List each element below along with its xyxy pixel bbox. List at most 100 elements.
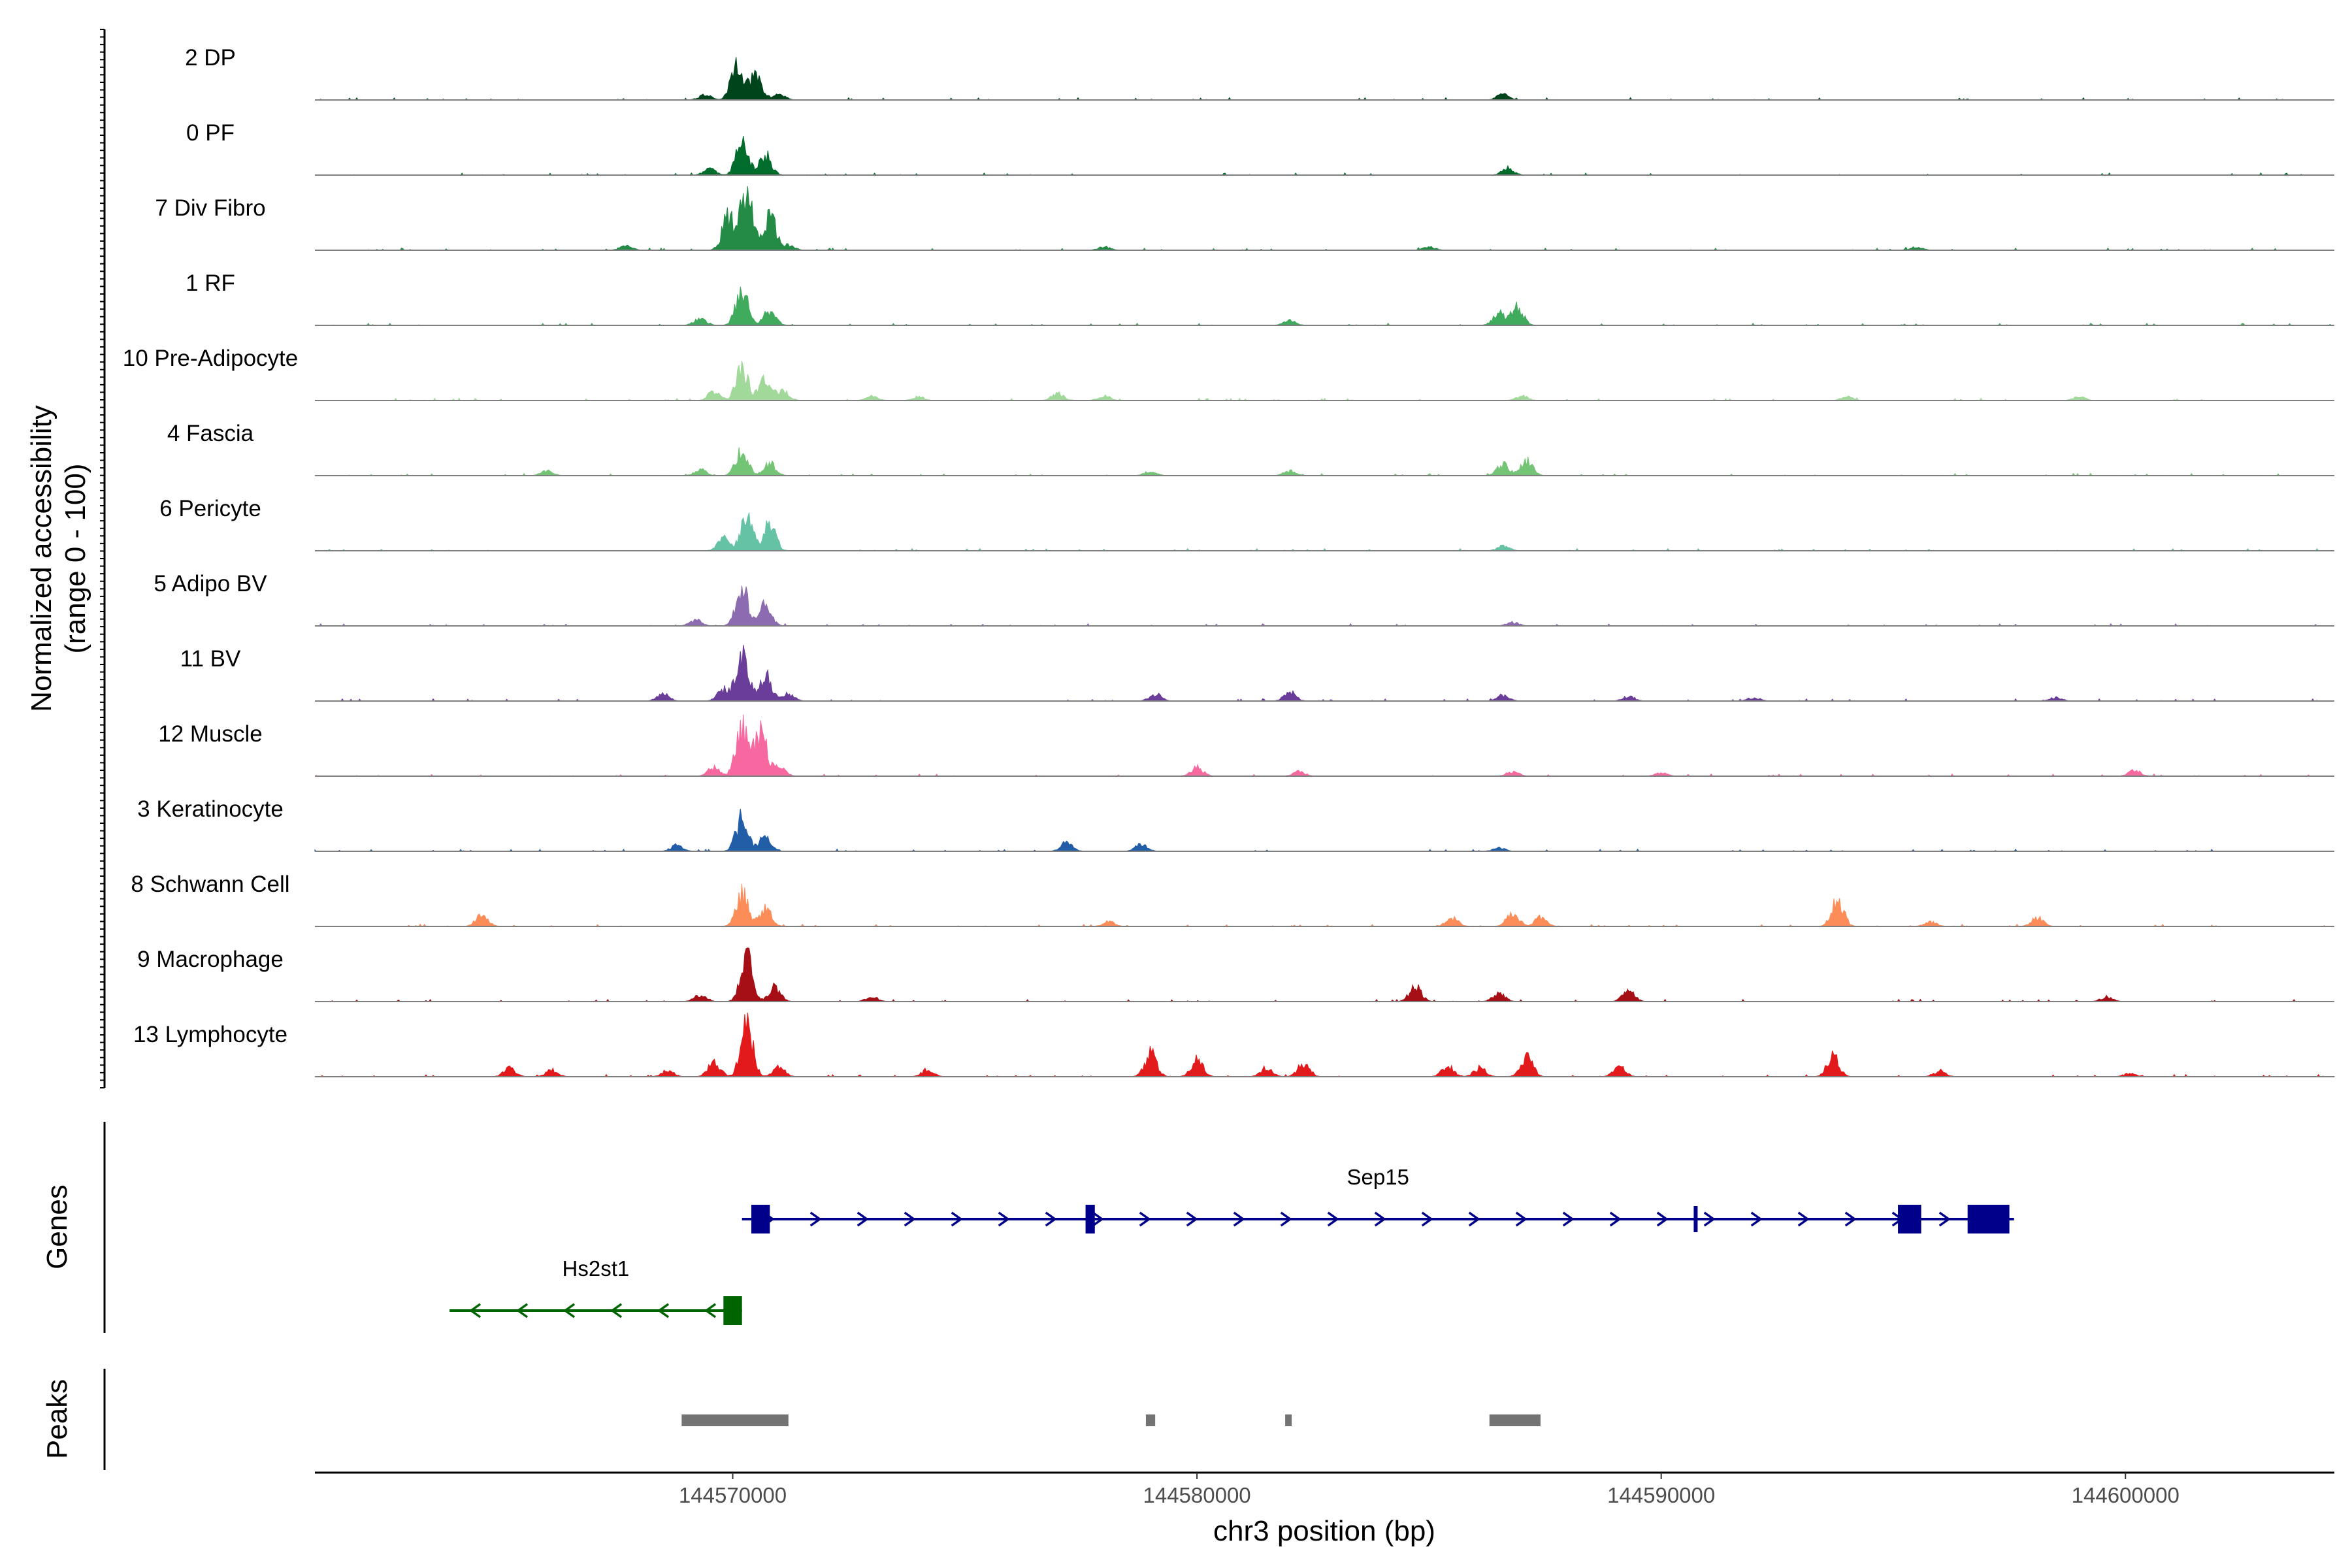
strand-arrow (1609, 1211, 1622, 1227)
coverage-track: 10 Pre-Adipocyte (123, 346, 2334, 401)
strand-arrow (1703, 1211, 1716, 1227)
strand-arrow (809, 1211, 822, 1227)
strand-arrow (998, 1211, 1010, 1227)
track-label: 13 Lymphocyte (133, 1022, 287, 1047)
strand-arrow (610, 1303, 623, 1318)
x-tick-label: 144600000 (2072, 1483, 2180, 1507)
strand-arrow (1844, 1211, 1857, 1227)
track-label: 3 Keratinocyte (137, 796, 284, 822)
x-axis-title: chr3 position (bp) (1213, 1515, 1435, 1547)
coverage-track: 5 Adipo BV (154, 571, 2334, 627)
peak-region (1489, 1414, 1541, 1426)
genes-panel-title: Genes (41, 1184, 73, 1269)
x-tick-label: 144570000 (679, 1483, 787, 1507)
coverage-track: 6 Pericyte (159, 496, 2334, 551)
gene-name: Hs2st1 (563, 1256, 630, 1281)
coverage-tracks: 2 DP 0 PF 7 Div Fibro 1 RF 10 Pre-Adipocyte 4… (123, 45, 2335, 1077)
gene-exon (1898, 1205, 1921, 1233)
coverage-area (315, 512, 2334, 551)
coverage-track: 13 Lymphocyte (133, 1012, 2335, 1077)
coverage-track: 0 PF (186, 120, 2334, 176)
strand-arrow (1374, 1211, 1386, 1227)
track-label: 8 Schwann Cell (131, 872, 289, 897)
strand-arrow (1515, 1211, 1527, 1227)
track-label: 1 RF (186, 270, 235, 296)
strand-arrow (904, 1211, 916, 1227)
track-label: 6 Pericyte (159, 496, 261, 521)
gene-model: Sep15 (742, 1165, 2014, 1233)
strand-arrow (1280, 1211, 1292, 1227)
strand-arrow (1797, 1211, 1810, 1227)
strand-arrow (857, 1211, 869, 1227)
coverage-area (315, 136, 2334, 176)
gene-exon (1967, 1205, 2010, 1233)
strand-arrow (469, 1303, 482, 1318)
track-label: 2 DP (185, 45, 236, 71)
x-axis-ticks: 144570000 144580000 144590000 144600000 (679, 1473, 2180, 1507)
y-axis-title: Normalized accessibility(range 0 - 100) (25, 405, 91, 711)
peak-region (1285, 1414, 1292, 1426)
peak-regions (681, 1414, 1541, 1426)
coverage-area (315, 883, 2334, 927)
coverage-area (314, 809, 2334, 852)
coverage-area (315, 1012, 2335, 1077)
x-tick-label: 144590000 (1607, 1483, 1715, 1507)
strand-arrow (704, 1303, 717, 1318)
track-label: 4 Fascia (167, 421, 254, 446)
gene-annotations: Sep15 Hs2st1 (449, 1165, 2014, 1325)
track-label: 5 Adipo BV (154, 571, 267, 596)
strand-arrow (1750, 1211, 1763, 1227)
coverage-area (315, 361, 2334, 401)
track-label: 12 Muscle (158, 721, 263, 747)
coverage-area (315, 585, 2334, 627)
strand-arrow (1186, 1211, 1198, 1227)
coverage-area (314, 714, 2334, 777)
coverage-area (315, 57, 2334, 101)
track-label: 0 PF (186, 120, 235, 146)
track-label: 9 Macrophage (137, 947, 284, 972)
coverage-y-ticks (100, 29, 105, 1088)
track-label: 11 BV (180, 646, 241, 672)
strand-arrow (1421, 1211, 1433, 1227)
gene-exon (1693, 1206, 1698, 1232)
strand-arrow (1656, 1211, 1669, 1227)
track-label: 7 Div Fibro (155, 195, 265, 221)
strand-arrow (951, 1211, 963, 1227)
strand-arrow (1327, 1211, 1339, 1227)
peak-region (681, 1414, 789, 1426)
coverage-track: 1 RF (186, 270, 2334, 326)
strand-arrow (1562, 1211, 1575, 1227)
gene-model: Hs2st1 (449, 1256, 742, 1325)
x-tick-label: 144580000 (1143, 1483, 1250, 1507)
strand-arrow (1139, 1211, 1151, 1227)
coverage-track: 11 BV (180, 645, 2334, 702)
track-label: 10 Pre-Adipocyte (123, 346, 298, 371)
gene-exon (751, 1205, 770, 1233)
strand-arrow (1045, 1211, 1057, 1227)
strand-arrow (657, 1303, 670, 1318)
peaks-panel-title: Peaks (41, 1379, 73, 1459)
strand-arrow (1233, 1211, 1245, 1227)
strand-arrow (516, 1303, 529, 1318)
coverage-area (315, 286, 2334, 326)
coverage-track: 4 Fascia (167, 421, 2334, 476)
coverage-track: 9 Macrophage (137, 947, 2334, 1002)
coverage-area (315, 947, 2334, 1002)
coverage-area (315, 186, 2334, 251)
strand-arrow (1468, 1211, 1480, 1227)
coverage-area (315, 447, 2334, 476)
coverage-track: 12 Muscle (158, 714, 2334, 777)
strand-arrow (563, 1303, 576, 1318)
gene-name: Sep15 (1347, 1165, 1409, 1189)
coverage-track: 7 Div Fibro (155, 186, 2334, 251)
coverage-track: 8 Schwann Cell (131, 872, 2334, 927)
strand-arrow (1092, 1211, 1104, 1227)
coverage-area (315, 645, 2334, 702)
peak-region (1145, 1414, 1156, 1426)
coverage-track: 2 DP (185, 45, 2334, 101)
gene-exon (723, 1296, 742, 1325)
coverage-track: 3 Keratinocyte (137, 796, 2334, 852)
gene-exon (1085, 1205, 1095, 1233)
strand-arrow (1938, 1211, 1951, 1227)
